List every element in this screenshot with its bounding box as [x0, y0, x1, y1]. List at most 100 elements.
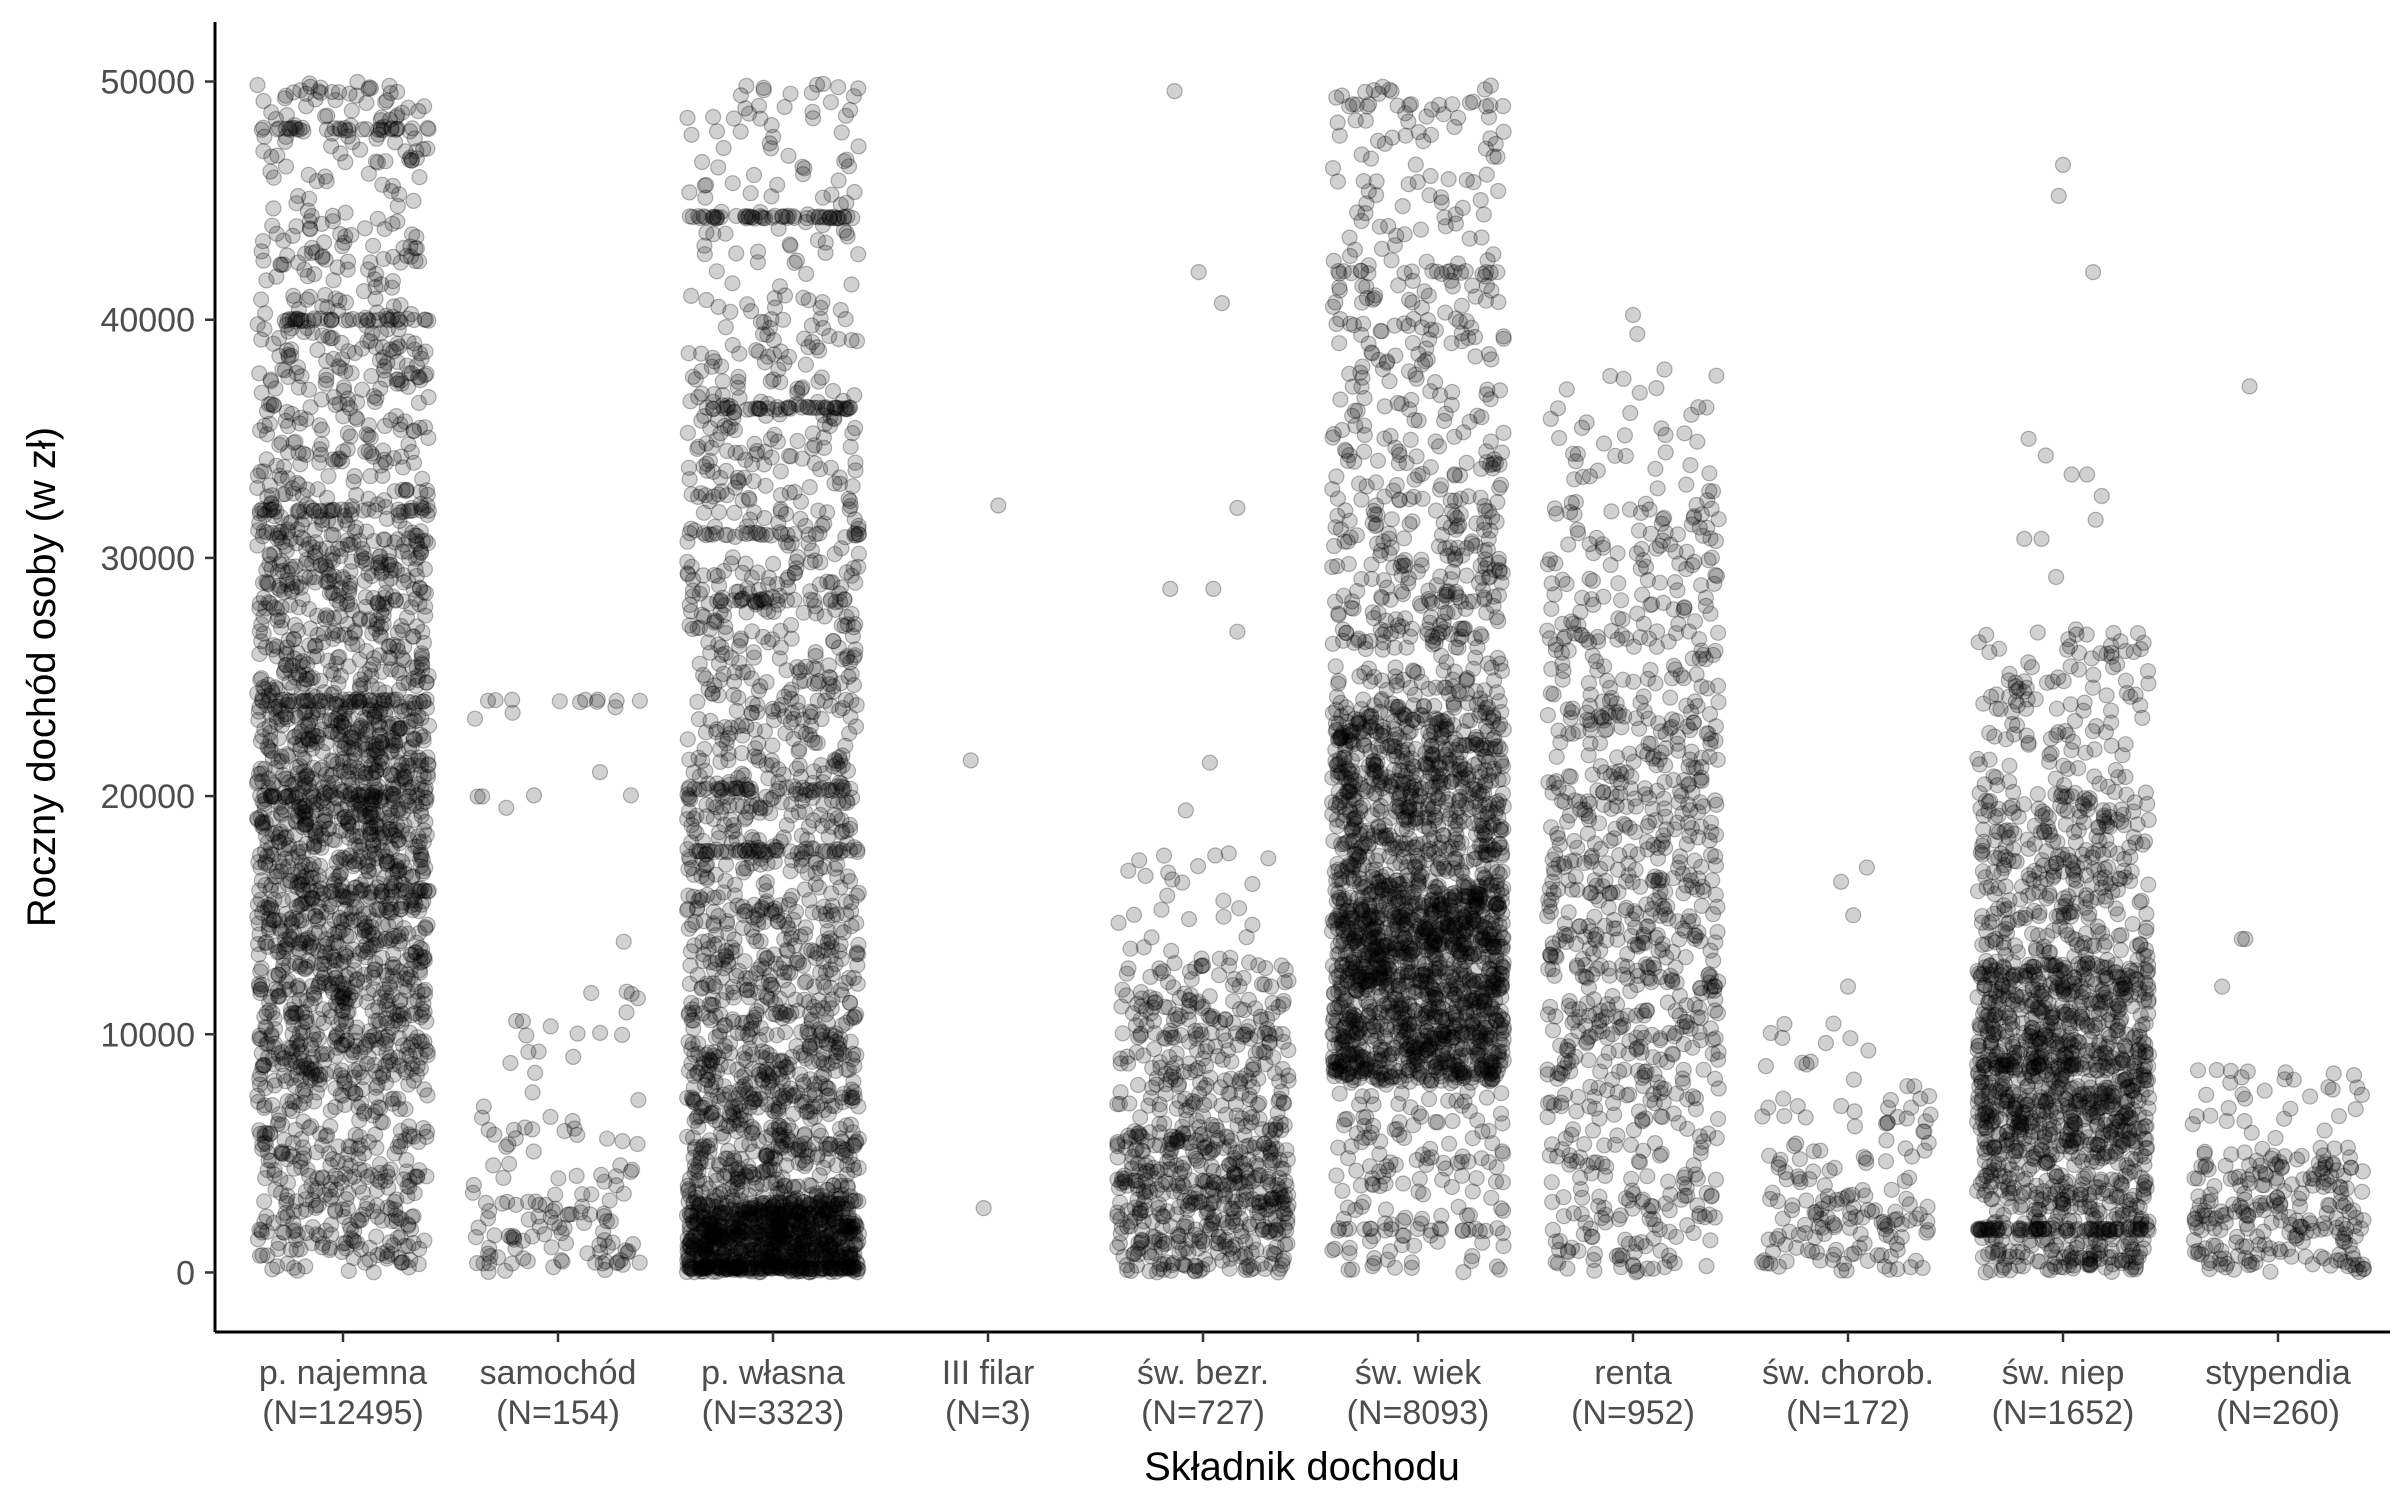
scatter-point	[841, 101, 859, 119]
scatter-point	[277, 537, 294, 555]
scatter-point	[847, 462, 864, 479]
scatter-point	[479, 1210, 497, 1227]
scatter-point	[498, 799, 515, 816]
scatter-point	[259, 1144, 276, 1161]
scatter-point	[347, 1085, 364, 1102]
scatter-point	[479, 692, 497, 709]
scatter-point	[264, 1261, 281, 1278]
scatter-point	[308, 1026, 325, 1043]
scatter-point	[269, 1240, 286, 1258]
scatter-point	[679, 109, 696, 127]
scatter-point	[765, 711, 783, 729]
scatter-point	[414, 623, 431, 641]
scatter-point	[369, 154, 386, 171]
scatter-point	[397, 481, 415, 499]
scatter-point	[820, 828, 837, 845]
scatter-point	[252, 787, 269, 804]
scatter-point	[746, 435, 763, 452]
scatter-point	[295, 1113, 312, 1130]
scatter-point	[823, 1097, 841, 1114]
scatter-point	[358, 94, 375, 112]
scatter-point	[317, 1186, 334, 1203]
scatter-point	[395, 503, 412, 520]
scatter-point	[420, 389, 437, 406]
scatter-point	[348, 1234, 366, 1251]
scatter-point	[340, 1138, 357, 1155]
scatter-point	[816, 979, 833, 996]
scatter-point	[385, 1090, 402, 1107]
scatter-point	[369, 1247, 386, 1264]
scatter-point	[265, 200, 282, 217]
scatter-point	[356, 966, 373, 983]
scatter-point	[384, 273, 401, 290]
scatter-point	[844, 1156, 862, 1173]
scatter-point	[833, 124, 850, 141]
scatter-point	[841, 501, 858, 518]
scatter-point	[267, 980, 284, 998]
scatter-point	[289, 1226, 306, 1243]
scatter-point	[389, 862, 406, 879]
scatter-point	[314, 1137, 331, 1154]
scatter-point	[792, 1044, 809, 1062]
scatter-point	[769, 1185, 786, 1202]
scatter-point	[306, 266, 323, 283]
scatter-point	[353, 1095, 370, 1112]
scatter-point	[550, 1170, 567, 1187]
scatter-point	[730, 368, 747, 385]
scatter-point	[411, 1240, 428, 1258]
scatter-point	[292, 757, 309, 775]
scatter-point	[406, 1168, 424, 1186]
scatter-point	[591, 1024, 609, 1042]
scatter-point	[798, 1103, 815, 1121]
scatter-point	[343, 1047, 360, 1064]
scatter-point	[365, 1264, 382, 1281]
scatter-point	[416, 986, 434, 1003]
scatter-point	[279, 1187, 296, 1205]
scatter-point	[683, 1203, 701, 1221]
scatter-point	[311, 441, 328, 458]
scatter-point	[264, 1096, 281, 1114]
scatter-point	[698, 435, 715, 452]
scatter-point	[389, 1229, 406, 1246]
scatter-point	[250, 1093, 267, 1111]
scatter-point	[339, 425, 356, 442]
scatter-point	[280, 840, 297, 857]
scatter-point	[386, 1145, 403, 1162]
scatter-point	[368, 1182, 385, 1199]
scatter-point	[256, 1193, 273, 1210]
scatter-point	[340, 1146, 357, 1163]
scatter-point	[681, 1187, 698, 1204]
scatter-point	[343, 102, 360, 119]
scatter-point	[336, 1208, 353, 1226]
scatter-point	[323, 311, 340, 329]
scatter-point	[395, 1171, 412, 1188]
scatter-point	[693, 980, 710, 997]
scatter-point	[327, 1203, 344, 1220]
scatter-point	[374, 176, 391, 193]
scatter-point	[321, 1239, 339, 1256]
scatter-point	[263, 743, 280, 760]
scatter-point	[379, 1242, 396, 1260]
scatter-point	[829, 810, 846, 827]
scatter-point	[685, 1020, 702, 1037]
scatter-point	[368, 1079, 385, 1096]
scatter-point	[792, 493, 810, 510]
scatter-point	[401, 1126, 418, 1143]
scatter-point	[848, 1235, 865, 1253]
scatter-point	[782, 1133, 799, 1150]
scatter-point	[327, 1080, 344, 1097]
scatter-point	[714, 373, 731, 390]
scatter-point	[689, 488, 707, 505]
scatter-point	[414, 470, 431, 487]
scatter-point	[266, 1035, 283, 1052]
scatter-point	[395, 1254, 412, 1271]
scatter-point	[346, 468, 363, 485]
scatter-point	[385, 248, 402, 265]
scatter-point	[288, 364, 305, 382]
scatter-point	[368, 806, 385, 823]
scatter-point	[807, 1242, 824, 1259]
scatter-point	[330, 84, 348, 101]
scatter-point	[850, 545, 868, 562]
scatter-point	[722, 719, 740, 736]
scatter-point	[372, 457, 389, 474]
